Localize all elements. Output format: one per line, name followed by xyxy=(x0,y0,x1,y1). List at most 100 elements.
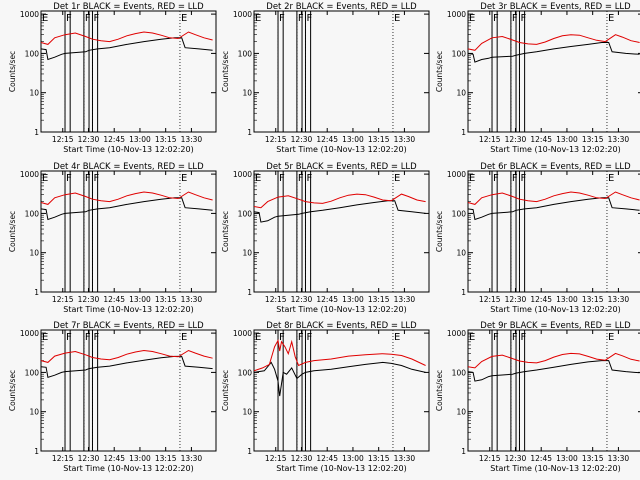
y-axis-label: Counts/sec xyxy=(8,370,17,411)
marker-label: F xyxy=(85,332,91,343)
marker-label: F xyxy=(512,332,518,343)
x-tick-label: 12:45 xyxy=(530,295,552,304)
panel-det-5: Det 5r BLACK = Events, RED = LLD 1000 100 1… xyxy=(221,162,430,314)
x-tick-label: 13:00 xyxy=(342,135,364,144)
x-tick-label: 13:15 xyxy=(368,295,390,304)
series-events xyxy=(40,37,213,61)
marker-label: E xyxy=(469,173,475,184)
x-tick-label: 12:45 xyxy=(316,135,338,144)
y-tick-label: 1000 xyxy=(447,170,466,179)
marker-label: E xyxy=(181,173,187,184)
marker-label: E xyxy=(255,13,261,24)
marker-label: F xyxy=(279,173,285,184)
marker-label: E xyxy=(469,332,475,343)
x-tick-label: 13:30 xyxy=(394,295,416,304)
panel-det-3: Det 3r BLACK = Events, RED = LLD 1000 100 1… xyxy=(435,2,640,154)
y-tick-label: 100 xyxy=(25,49,40,58)
x-tick-label: 12:45 xyxy=(530,454,552,463)
series-lld xyxy=(467,191,640,205)
x-tick-label: 13:30 xyxy=(608,135,630,144)
marker-label: E xyxy=(42,332,48,343)
y-tick-label: 1 xyxy=(34,128,39,137)
marker-label: E xyxy=(394,332,400,343)
x-tick-label: 13:00 xyxy=(129,454,151,463)
y-axis-label: Counts/sec xyxy=(8,51,17,92)
y-tick-label: 1000 xyxy=(20,170,39,179)
y-tick-label: 100 xyxy=(452,368,467,377)
y-tick-label: 1 xyxy=(247,447,252,456)
panel-det-8: Det 8r BLACK = Events, RED = LLD 1000 100 1… xyxy=(221,321,430,473)
x-axis-label: Start Time (10-Nov-13 12:02:20) xyxy=(63,305,193,314)
y-tick-label: 100 xyxy=(238,368,253,377)
marker-label: F xyxy=(66,173,72,184)
series-events xyxy=(40,355,213,378)
marker-label: F xyxy=(85,173,91,184)
y-tick-label: 1 xyxy=(247,288,252,297)
chart-title: Det 7r BLACK = Events, RED = LLD xyxy=(53,321,204,331)
marker-label: F xyxy=(306,13,312,24)
y-tick-label: 1 xyxy=(461,447,466,456)
marker-label: E xyxy=(608,13,614,24)
x-tick-label: 13:30 xyxy=(181,135,203,144)
y-tick-label: 10 xyxy=(456,89,466,98)
marker-label: F xyxy=(66,13,72,24)
marker-label: F xyxy=(298,173,304,184)
x-tick-label: 12:15 xyxy=(52,295,74,304)
x-tick-label: 13:15 xyxy=(582,295,604,304)
series-lld xyxy=(40,349,213,363)
x-tick-label: 13:00 xyxy=(342,454,364,463)
marker-label: F xyxy=(93,332,99,343)
y-tick-label: 10 xyxy=(29,249,39,258)
x-tick-label: 13:30 xyxy=(394,135,416,144)
y-tick-label: 10 xyxy=(242,408,252,417)
marker-label: F xyxy=(93,173,99,184)
series-events xyxy=(467,360,640,382)
chart-title: Det 9r BLACK = Events, RED = LLD xyxy=(480,321,631,331)
x-axis-label: Start Time (10-Nov-13 12:02:20) xyxy=(490,464,620,473)
marker-label: E xyxy=(608,173,614,184)
y-tick-label: 1000 xyxy=(447,10,466,19)
series-lld xyxy=(467,34,640,51)
x-axis-label: Start Time (10-Nov-13 12:02:20) xyxy=(276,145,406,154)
x-tick-label: 12:30 xyxy=(78,135,100,144)
marker-label: E xyxy=(181,332,187,343)
x-tick-label: 12:30 xyxy=(505,295,527,304)
x-tick-label: 12:15 xyxy=(265,295,287,304)
x-tick-label: 13:30 xyxy=(181,295,203,304)
panel-det-4: Det 4r BLACK = Events, RED = LLD 1000 100 1… xyxy=(8,162,217,314)
y-tick-label: 1000 xyxy=(447,329,466,338)
chart-title: Det 4r BLACK = Events, RED = LLD xyxy=(53,162,204,172)
x-tick-label: 13:00 xyxy=(129,135,151,144)
y-tick-label: 1000 xyxy=(233,10,252,19)
chart-title: Det 8r BLACK = Events, RED = LLD xyxy=(266,321,417,331)
x-tick-label: 12:30 xyxy=(78,454,100,463)
series-events xyxy=(40,197,213,221)
y-tick-label: 1 xyxy=(34,288,39,297)
chart-title: Det 2r BLACK = Events, RED = LLD xyxy=(266,2,417,12)
x-tick-label: 13:15 xyxy=(155,454,177,463)
x-axis-label: Start Time (10-Nov-13 12:02:20) xyxy=(276,305,406,314)
y-tick-label: 1 xyxy=(247,128,252,137)
x-tick-label: 12:15 xyxy=(479,295,501,304)
marker-label: E xyxy=(394,13,400,24)
x-tick-label: 12:30 xyxy=(291,295,313,304)
marker-label: F xyxy=(93,13,99,24)
series-events xyxy=(467,197,640,221)
y-tick-label: 10 xyxy=(29,408,39,417)
x-tick-label: 12:45 xyxy=(316,454,338,463)
x-tick-label: 13:00 xyxy=(556,295,578,304)
marker-label: F xyxy=(306,173,312,184)
panel-det-7: Det 7r BLACK = Events, RED = LLD 1000 100 1… xyxy=(8,321,217,473)
x-tick-label: 13:15 xyxy=(368,454,390,463)
marker-label: F xyxy=(512,173,518,184)
y-tick-label: 1000 xyxy=(233,170,252,179)
x-axis-label: Start Time (10-Nov-13 12:02:20) xyxy=(490,145,620,154)
marker-label: F xyxy=(493,13,499,24)
chart-title: Det 5r BLACK = Events, RED = LLD xyxy=(266,162,417,172)
series-lld xyxy=(253,193,426,209)
y-tick-label: 10 xyxy=(29,89,39,98)
chart-title: Det 3r BLACK = Events, RED = LLD xyxy=(480,2,631,12)
y-tick-label: 10 xyxy=(242,249,252,258)
marker-label: F xyxy=(520,13,526,24)
